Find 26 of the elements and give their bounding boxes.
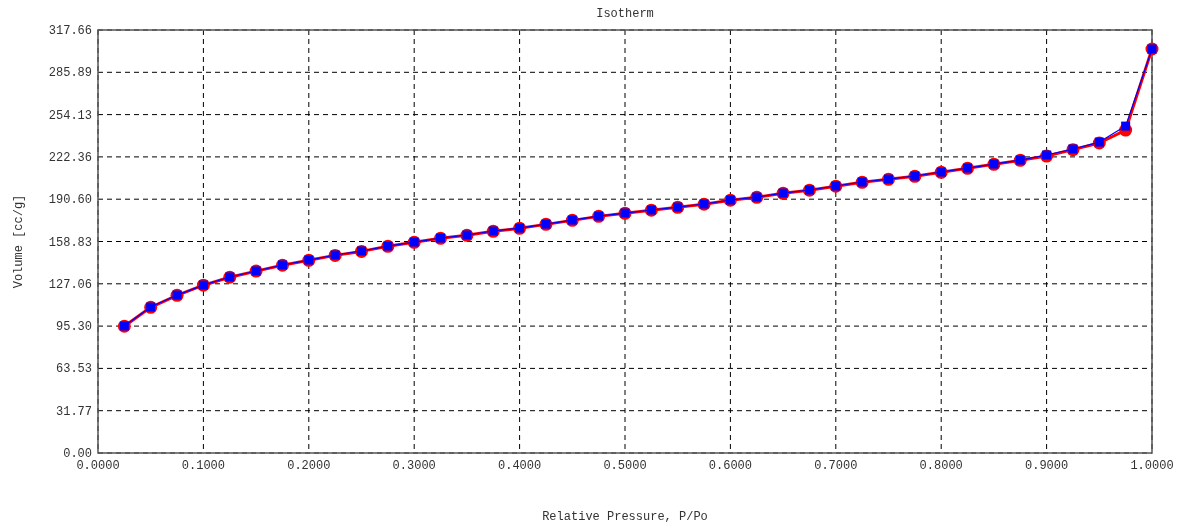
chart-title: Isotherm [596, 7, 654, 21]
x-tick-label: 0.0000 [76, 459, 120, 473]
y-tick-label: 190.60 [48, 193, 92, 208]
x-axis-title: Relative Pressure, P/Po [542, 510, 708, 524]
y-tick-label: 317.66 [48, 24, 92, 38]
y-axis-title: Volume [cc/g] [12, 194, 26, 289]
x-tick-label: 0.8000 [919, 459, 963, 473]
point [1121, 121, 1131, 131]
y-tick-label: 95.30 [55, 320, 92, 335]
x-tick-label: 0.3000 [392, 459, 436, 473]
x-tick-label: 0.1000 [181, 459, 226, 473]
x-tick-label: 0.7000 [814, 459, 858, 473]
y-tick-label: 0.00 [63, 447, 92, 461]
x-tick-label: 0.2000 [287, 459, 331, 473]
y-tick-label: 285.89 [48, 66, 92, 81]
y-tick-label: 31.77 [55, 404, 92, 419]
x-tick-label: 0.6000 [708, 459, 753, 473]
y-tick-label: 127.06 [48, 277, 92, 292]
x-tick-label: 0.9000 [1024, 459, 1069, 473]
y-tick-label: 158.83 [48, 235, 92, 250]
x-tick-label: 0.5000 [603, 459, 647, 473]
y-tick-label: 63.53 [55, 362, 92, 377]
y-tick-label: 222.36 [48, 150, 92, 165]
x-tick-label: 1.0000 [1130, 459, 1174, 473]
y-tick-label: 254.13 [48, 108, 92, 123]
x-tick-label: 0.4000 [497, 459, 542, 473]
